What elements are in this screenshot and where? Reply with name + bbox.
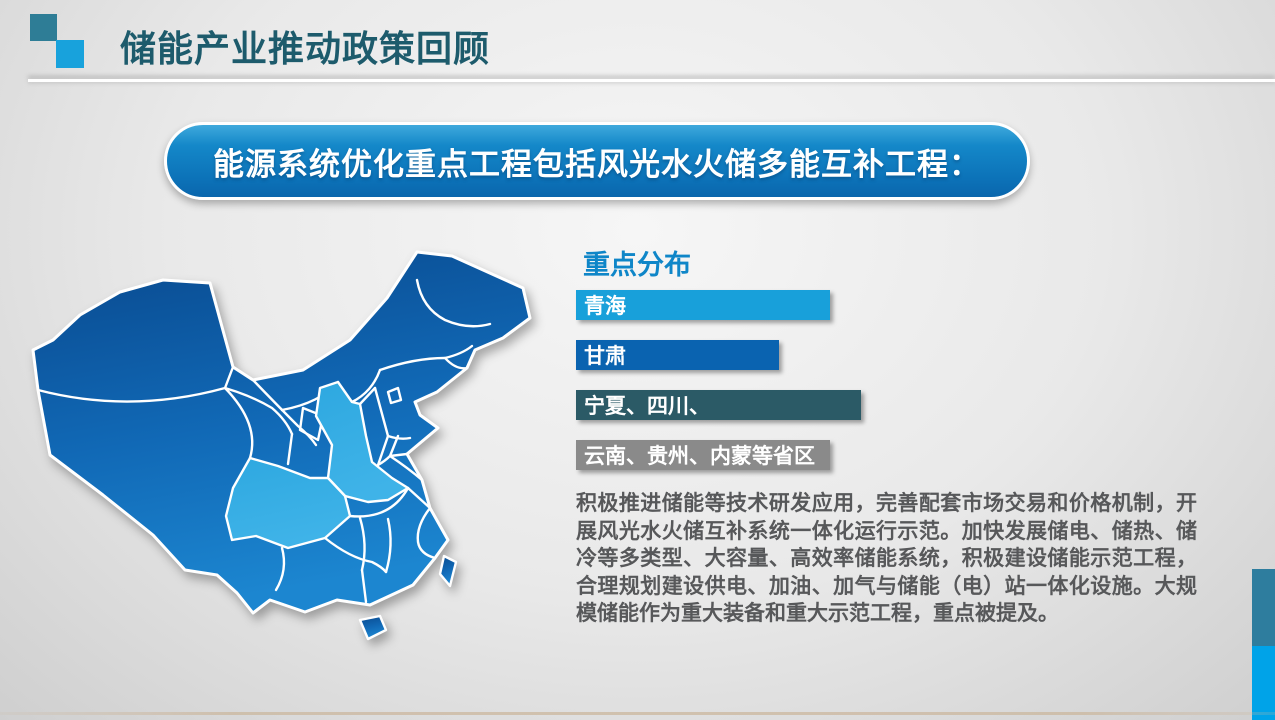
bottom-strip bbox=[0, 712, 1275, 715]
distribution-bar-label: 甘肃 bbox=[584, 345, 626, 368]
distribution-bar-other-provinces: 云南、贵州、内蒙等省区 bbox=[576, 440, 830, 470]
edge-accent-teal bbox=[1252, 569, 1275, 646]
page-title: 储能产业推动政策回顾 bbox=[120, 28, 491, 69]
distribution-bar-label: 青海 bbox=[584, 295, 626, 318]
edge-accent-blue bbox=[1252, 646, 1275, 720]
province-borders bbox=[36, 278, 492, 604]
highlight-province-shaanxi bbox=[314, 380, 410, 504]
china-mainland bbox=[31, 250, 532, 615]
distribution-bar-label: 宁夏、四川、 bbox=[584, 395, 710, 418]
distribution-bar-qinghai: 青海 bbox=[576, 290, 830, 320]
distribution-bar-ningxia-sichuan: 宁夏、四川、 bbox=[576, 390, 861, 420]
taiwan-island bbox=[438, 554, 458, 588]
highlight-province-sichuan bbox=[224, 456, 352, 550]
title-accent-square-teal bbox=[30, 14, 57, 41]
distribution-bar-gansu: 甘肃 bbox=[576, 340, 779, 370]
distribution-bar-label: 云南、贵州、内蒙等省区 bbox=[584, 445, 815, 468]
headline-banner-text: 能源系统优化重点工程包括风光水火储多能互补工程： bbox=[213, 146, 981, 182]
title-accent-square-blue bbox=[56, 40, 84, 68]
headline-banner: 能源系统优化重点工程包括风光水火储多能互补工程： bbox=[164, 122, 1030, 200]
hainan-island bbox=[358, 614, 388, 641]
china-map bbox=[20, 240, 550, 660]
distribution-heading: 重点分布 bbox=[583, 250, 691, 280]
title-divider bbox=[28, 79, 1275, 82]
china-map-svg bbox=[31, 250, 532, 641]
body-paragraph: 积极推进储能等技术研发应用，完善配套市场交易和价格机制，开展风光水火储互补系统一… bbox=[576, 492, 1197, 625]
